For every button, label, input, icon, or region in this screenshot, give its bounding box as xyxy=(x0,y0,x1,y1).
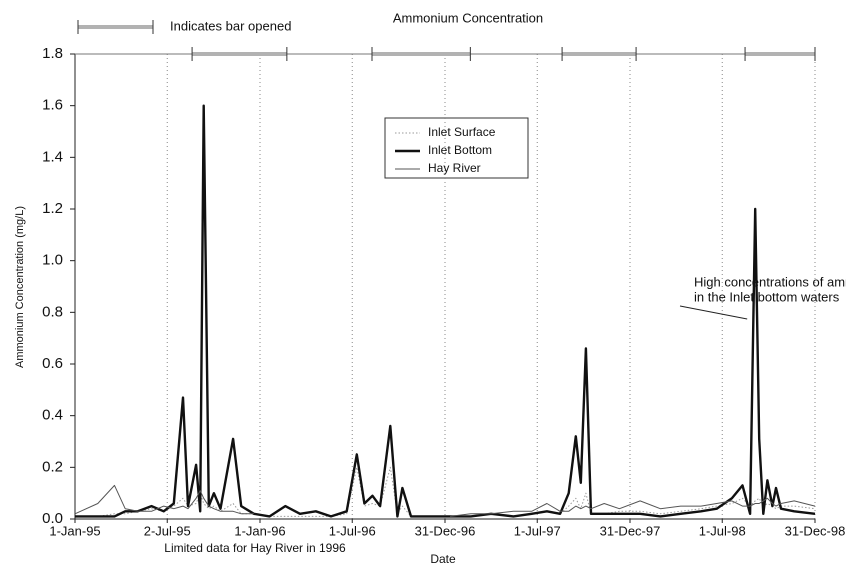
x-tick-label: 1-Jul-96 xyxy=(329,523,376,538)
bar-opened-label: Indicates bar opened xyxy=(170,18,291,33)
legend-box xyxy=(384,117,529,179)
x-tick-label: 31-Dec-97 xyxy=(600,523,661,538)
x-axis-label: Date xyxy=(430,552,456,566)
legend-label: Hay River xyxy=(428,161,481,175)
x-tick-label: 1-Jan-95 xyxy=(49,523,100,538)
legend-label: Inlet Surface xyxy=(428,125,496,139)
chart-title: Ammonium Concentration xyxy=(393,10,543,25)
annotation-leader xyxy=(679,305,748,320)
y-axis-label: Ammonium Concentration (mg/L) xyxy=(14,206,26,368)
x-tick-label: 1-Jan-96 xyxy=(234,523,285,538)
y-tick-label: 0.4 xyxy=(42,407,63,424)
x-tick-label: 1-Jul-97 xyxy=(514,523,561,538)
x-tick-label: 31-Dec-96 xyxy=(415,523,476,538)
y-tick-label: 1.2 xyxy=(42,200,63,217)
y-tick-label: 1.0 xyxy=(42,252,63,269)
annotation: High concentrations of ammonium xyxy=(694,274,846,289)
x-tick-label: 31-Dec-98 xyxy=(785,523,846,538)
note: Limited data for Hay River in 1996 xyxy=(164,541,346,555)
y-tick-label: 1.4 xyxy=(42,148,63,165)
y-tick-label: 0.8 xyxy=(42,303,63,320)
series-line xyxy=(74,484,816,517)
y-tick-label: 0.2 xyxy=(42,458,63,475)
y-tick-label: 0.6 xyxy=(42,355,63,372)
y-tick-label: 1.8 xyxy=(42,45,63,62)
y-tick-label: 0.0 xyxy=(42,510,63,527)
y-tick-label: 1.6 xyxy=(42,97,63,114)
series-line xyxy=(75,104,816,518)
x-tick-label: 2-Jul-95 xyxy=(144,523,191,538)
legend-label: Inlet Bottom xyxy=(428,143,492,157)
bar-opened-legend xyxy=(77,20,154,34)
x-tick-label: 1-Jul-98 xyxy=(699,523,746,538)
annotation: in the Inlet bottom waters xyxy=(694,289,840,304)
